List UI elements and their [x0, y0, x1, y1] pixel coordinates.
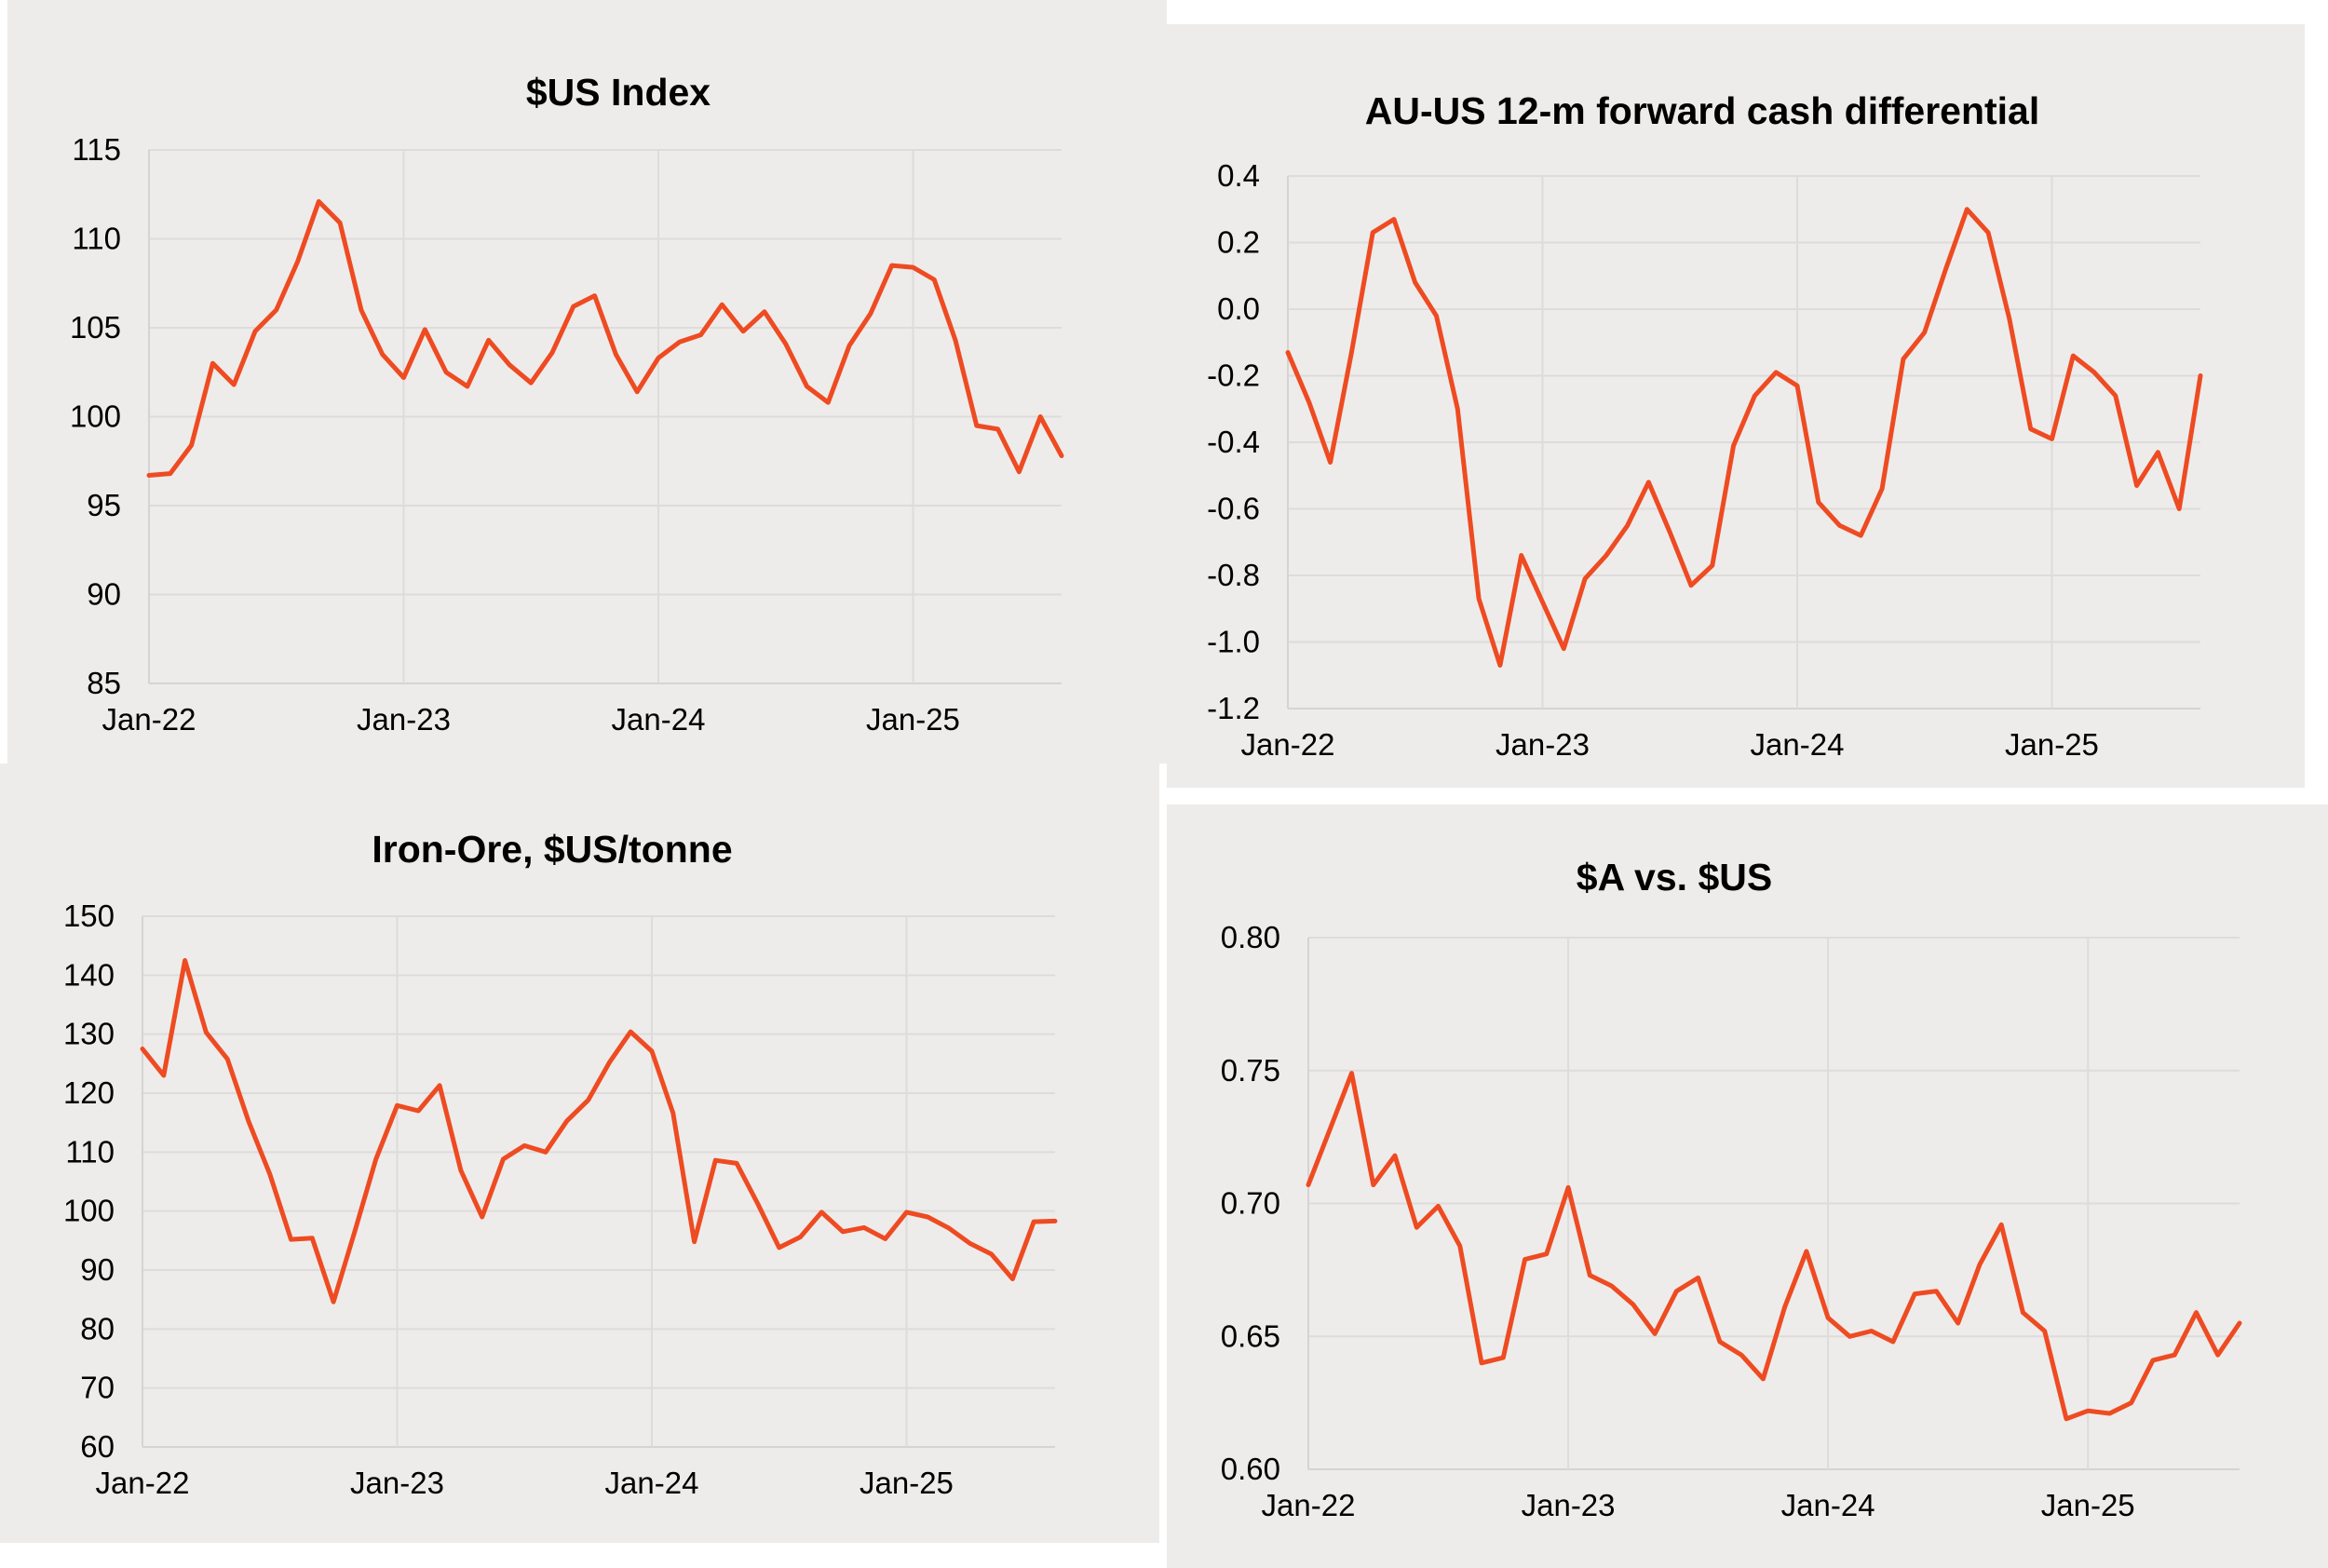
series-line	[1306, 1071, 2242, 1422]
x-tick-label: Jan-25	[2041, 1488, 2135, 1522]
chart-panel-iron-ore: Iron-Ore, $US/tonne 150 140 130 120 110 100 90…	[0, 764, 1159, 1543]
chart-panel-forward-differential: AU-US 12-m forward cash differential 0.4…	[1167, 24, 2305, 788]
x-tick-label: Jan-22	[1262, 1488, 1356, 1522]
y-tick-label: 70	[80, 1371, 115, 1405]
y-tick-label: 85	[87, 666, 121, 700]
y-tick-label: 100	[63, 1194, 115, 1228]
x-tick-label: Jan-24	[612, 702, 706, 737]
y-tick-label: 105	[70, 310, 121, 345]
y-tick-label: -0.8	[1207, 558, 1260, 592]
x-tick-label: Jan-25	[866, 702, 960, 737]
chart-title: AU-US 12-m forward cash differential	[1365, 89, 2040, 132]
y-tick-label: -0.6	[1207, 492, 1260, 526]
x-tick-label: Jan-25	[859, 1466, 954, 1500]
y-tick-label: 150	[63, 899, 115, 933]
y-tick-label: 90	[80, 1252, 115, 1287]
x-tick-label: Jan-23	[1496, 727, 1590, 762]
chart-title: $US Index	[526, 71, 711, 114]
y-tick-label: 80	[80, 1311, 115, 1345]
x-tick-label: Jan-24	[605, 1466, 699, 1500]
panel-background	[0, 764, 1159, 1543]
y-tick-label: 0.4	[1217, 158, 1260, 193]
y-tick-label: -0.4	[1207, 425, 1260, 459]
chart-title: $A vs. $US	[1577, 856, 1772, 899]
series-line	[146, 198, 1064, 478]
x-tick-label: Jan-23	[350, 1466, 444, 1500]
x-tick-label: Jan-24	[1781, 1488, 1875, 1522]
x-tick-label: Jan-23	[357, 702, 451, 737]
x-tick-label: Jan-24	[1751, 727, 1845, 762]
y-tick-label: 90	[87, 577, 121, 612]
y-tick-label: 0.2	[1217, 225, 1260, 260]
y-tick-label: 0.65	[1221, 1318, 1280, 1353]
series-line	[140, 958, 1058, 1304]
y-tick-label: -1.2	[1207, 691, 1260, 725]
chart-title: Iron-Ore, $US/tonne	[372, 828, 732, 871]
y-tick-label: 0.70	[1221, 1186, 1280, 1221]
y-tick-label: 100	[70, 399, 121, 434]
y-tick-label: 110	[72, 222, 121, 256]
x-tick-label: Jan-23	[1522, 1488, 1616, 1522]
y-tick-label: 0.80	[1221, 920, 1280, 954]
panel-background	[1167, 24, 2305, 788]
y-tick-label: 0.75	[1221, 1053, 1280, 1088]
y-tick-label: 0.0	[1217, 291, 1260, 326]
y-tick-label: 0.60	[1221, 1452, 1280, 1486]
x-tick-label: Jan-22	[1241, 727, 1335, 762]
panel-background	[1167, 804, 2328, 1568]
x-tick-label: Jan-25	[2005, 727, 2099, 762]
series-line	[1285, 207, 2203, 668]
x-tick-label: Jan-22	[96, 1466, 190, 1500]
y-tick-label: 110	[65, 1134, 115, 1169]
y-tick-label: 60	[80, 1429, 115, 1464]
y-tick-label: 130	[63, 1017, 115, 1051]
y-tick-label: 120	[63, 1075, 115, 1110]
y-tick-label: -1.0	[1207, 625, 1260, 659]
y-tick-label: -0.2	[1207, 358, 1260, 393]
y-tick-label: 95	[87, 488, 121, 522]
y-tick-label: 140	[63, 957, 115, 992]
y-tick-label: 115	[72, 132, 121, 167]
panel-background	[7, 0, 1167, 764]
x-tick-label: Jan-22	[102, 702, 196, 737]
